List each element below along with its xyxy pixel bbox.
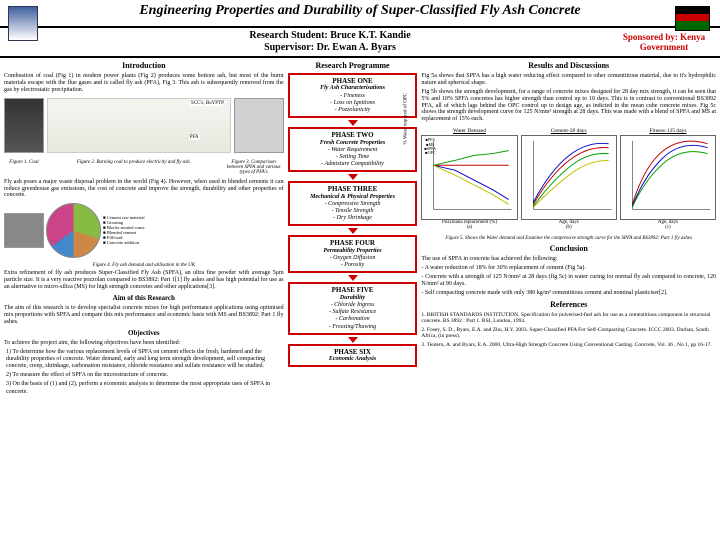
ref-3: 3. Teuteru, A. and Byars, E.A. 2000. Ult… [421, 342, 716, 349]
chart-c-title: Fitness-125 days [620, 128, 716, 134]
obj-2: 2) To measure the effect of SPFA on the … [4, 372, 284, 379]
phase-box-1: PHASE ONEFly Ash Characterisations- Fine… [288, 73, 418, 118]
arrow-down-icon [348, 228, 358, 234]
chart-b-title: Cement-28 days [521, 128, 617, 134]
references-heading: References [421, 300, 716, 309]
fig2-caption: Figure 2. Burning coal to produce electr… [47, 160, 221, 165]
poster-title: Engineering Properties and Durability of… [6, 3, 714, 19]
phase-box-6: PHASE SIXEconomic Analysis [288, 344, 418, 368]
conclusion-heading: Conclusion [421, 244, 716, 253]
chart-b [521, 135, 617, 220]
figure-1 [4, 98, 44, 153]
chart-c [620, 135, 716, 220]
intro-heading: Introduction [4, 61, 284, 70]
chart-a: ■PFA■MS■SPFA■OPC [421, 135, 517, 220]
programme-heading: Research Programme [288, 61, 418, 70]
fig4-caption: Figure 4. Fly ash demand and utilisation… [4, 263, 284, 268]
concl-3: - Self compacting concrete made with onl… [421, 290, 716, 297]
phase-box-2: PHASE TWOFresh Concrete Properties- Wate… [288, 127, 418, 172]
flyash-text: Fly ash poses a major waste disposal pro… [4, 179, 284, 200]
university-crest [8, 6, 38, 41]
figure-4a [4, 213, 44, 248]
concl-2: - Concrete with a strength of 125 N/mm² … [421, 274, 716, 288]
chart-a-title: Water Demand [421, 128, 517, 134]
phase-box-5: PHASE FIVEDurability- Chloride Ingress- … [288, 282, 418, 334]
figure-3 [234, 98, 284, 153]
obj-1: 1) To determine how the various replacem… [4, 349, 284, 371]
concl-1: - A water reduction of 18% for 30% repla… [421, 265, 716, 272]
pie-legend: ■ Cement raw material■ Grouting■ Blocks … [103, 216, 284, 246]
kenya-flag-icon [675, 6, 710, 31]
ref-1: 1. BRITISH STANDARDS INSTITUTION. Specif… [421, 312, 716, 325]
obj-intro: To achieve the project aim, the followin… [4, 340, 284, 347]
sponsor-block: Sponsored by: Kenya Government [614, 32, 714, 52]
aim-heading: Aim of this Research [4, 294, 284, 302]
obj-3: 3) On the basis of (1) and (2), perform … [4, 381, 284, 395]
phase-box-3: PHASE THREEMechanical & Physical Propert… [288, 181, 418, 226]
phases-container: PHASE ONEFly Ash Characterisations- Fine… [288, 73, 418, 369]
result-5a: Fig 5a shows that SPFA has a high water … [421, 73, 716, 87]
phase-box-4: PHASE FOURPermeability Properties- Oxyge… [288, 235, 418, 273]
student-name: Research Student: Bruce K.T. Kandie [46, 30, 614, 42]
arrow-down-icon [348, 337, 358, 343]
results-heading: Results and Discussions [421, 61, 716, 70]
arrow-down-icon [348, 275, 358, 281]
author-block: Research Student: Bruce K.T. Kandie Supe… [46, 30, 614, 54]
fig5-caption: Figure 5. Shows the Water demand and Exa… [421, 236, 716, 241]
arrow-down-icon [348, 174, 358, 180]
fig3-caption: Figure 3. Comparison between SPFA and va… [224, 160, 284, 175]
result-5b: Fig 5b shows the strength development, f… [421, 89, 716, 123]
extra-refinement-text: Extra refinement of fly ash produces Sup… [4, 270, 284, 291]
concl-intro: The use of SPFA in concrete has achieved… [421, 256, 716, 263]
supervisor-name: Supervisor: Dr. Ewan A. Byars [46, 42, 614, 54]
ref-2: 2. Fosey, S. D., Byars, E.A. and Zhu, H.… [421, 327, 716, 340]
figure-4-pie [46, 203, 101, 258]
arrow-down-icon [348, 120, 358, 126]
objectives-heading: Objectives [4, 329, 284, 337]
figure-2-diagram: SCC's, BuYPTP, PFA [47, 98, 231, 153]
intro-text: Combustion of coal (Fig 1) in modern pow… [4, 73, 284, 94]
aim-text: The aim of this research is to develop s… [4, 305, 284, 326]
fig1-caption: Figure 1. Coal [4, 160, 44, 165]
